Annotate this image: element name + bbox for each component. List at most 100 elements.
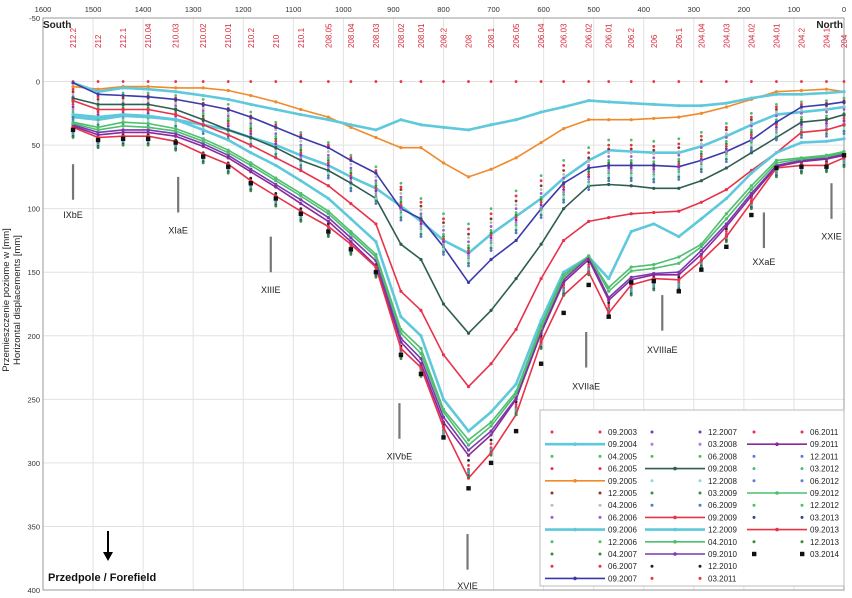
data-point (121, 80, 125, 83)
legend-label: 03.2014 (810, 550, 839, 559)
data-point (121, 91, 125, 95)
data-point (749, 120, 753, 124)
x-tick-label: 1300 (185, 5, 202, 14)
data-point (652, 80, 656, 83)
legend-item: 12.2011 (752, 452, 839, 461)
series-group (70, 80, 847, 491)
data-point (514, 397, 518, 401)
data-point (587, 118, 591, 122)
data-point (587, 254, 591, 258)
data-point (349, 236, 353, 240)
data-point (825, 132, 828, 136)
data-point (677, 137, 681, 141)
legend-item: 06.2005 (550, 465, 637, 474)
data-point (374, 189, 378, 193)
data-point (274, 139, 278, 143)
data-point (274, 142, 278, 146)
data-point (419, 308, 423, 312)
data-point (539, 179, 543, 183)
data-point (775, 80, 778, 83)
corner-label-south: South (43, 20, 71, 31)
data-point (71, 105, 75, 109)
legend-marker (598, 515, 602, 519)
legend-marker (698, 454, 702, 458)
data-point (629, 147, 633, 151)
legend-marker (752, 467, 756, 471)
data-point (825, 99, 828, 103)
data-point (677, 186, 681, 190)
data-point (249, 122, 253, 125)
data-point (774, 90, 779, 94)
data-point (249, 176, 253, 180)
data-point (121, 99, 125, 103)
legend-marker (573, 527, 577, 532)
data-point (71, 136, 75, 139)
data-point (466, 448, 471, 452)
data-point (298, 211, 304, 216)
data-point (374, 240, 378, 244)
legend-marker (598, 454, 602, 458)
data-point (96, 118, 100, 122)
data-point (374, 199, 378, 203)
y-tick-label: 100 (27, 205, 40, 214)
data-point (349, 125, 353, 129)
data-point (399, 340, 403, 344)
x-tick-label: 1100 (285, 5, 301, 14)
series-04.2005 (71, 85, 846, 226)
legend-label: 06.2011 (810, 428, 839, 437)
data-point (96, 133, 100, 137)
legend-item: 03.2014 (752, 550, 839, 559)
legend-marker (673, 515, 677, 520)
data-point (467, 464, 470, 467)
data-point (724, 128, 728, 132)
data-point (800, 136, 803, 139)
point-name-label: 206.04 (537, 23, 546, 48)
corner-label-north: North (816, 20, 843, 31)
data-point (374, 265, 378, 269)
data-point (724, 224, 728, 229)
data-point (419, 200, 423, 204)
data-point (174, 94, 178, 97)
data-point (201, 154, 206, 159)
series-04.2006 (71, 92, 846, 240)
data-point (226, 171, 230, 175)
y-tick-label: 250 (27, 395, 40, 404)
data-point (201, 93, 205, 98)
legend-label: 12.2008 (708, 477, 737, 486)
data-point (652, 152, 656, 156)
data-point (349, 158, 353, 162)
data-point (489, 257, 493, 262)
legend-marker (550, 491, 554, 495)
data-point (774, 92, 779, 96)
data-point (399, 331, 403, 335)
y-axis-label-pl: Przemieszczenie poziome w [mm] (1, 228, 12, 372)
data-point (466, 175, 471, 179)
data-point (96, 128, 100, 132)
data-point (825, 122, 828, 125)
data-point (799, 88, 804, 93)
data-point (71, 90, 75, 94)
data-point (775, 128, 778, 132)
data-point (842, 129, 846, 133)
data-point (274, 132, 278, 136)
data-point (146, 91, 150, 95)
series-06.2005 (71, 87, 846, 231)
data-point (629, 184, 633, 188)
legend-label: 06.2005 (608, 465, 637, 474)
x-tick-label: 500 (587, 5, 600, 14)
legend-item: 03.2009 (650, 489, 737, 498)
data-point (587, 99, 591, 103)
data-point (539, 184, 543, 188)
data-point (121, 113, 125, 117)
data-point (71, 96, 75, 100)
data-point (96, 115, 100, 119)
point-name-label: 210.04 (144, 23, 153, 48)
data-point (775, 105, 778, 109)
data-point (749, 171, 753, 175)
data-point (489, 438, 493, 442)
data-point (514, 207, 518, 211)
legend-marker (650, 442, 654, 446)
data-point (399, 146, 403, 150)
legend-marker (598, 491, 602, 495)
data-point (514, 276, 518, 281)
